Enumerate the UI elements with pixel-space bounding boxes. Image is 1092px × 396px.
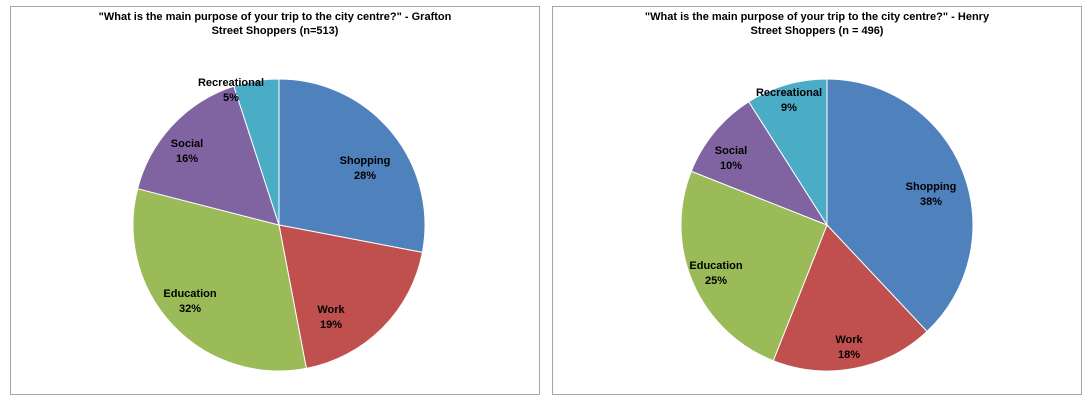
- chart-title: "What is the main purpose of your trip t…: [553, 10, 1081, 38]
- data-label-education: Education 32%: [163, 288, 216, 315]
- chart-title-line-1: "What is the main purpose of your trip t…: [98, 11, 452, 23]
- pie-slice-work: [772, 224, 928, 372]
- pie-slice-recreational: [233, 78, 280, 226]
- pie-slice-social: [690, 101, 829, 227]
- henry-street-pie-chart: "What is the main purpose of your trip t…: [552, 6, 1082, 395]
- chart-title-line-2: Street Shoppers (n=513): [211, 25, 339, 37]
- pie-slice-social: [136, 85, 280, 226]
- pie-slice-recreational: [748, 78, 828, 227]
- data-label-shopping: Shopping 38%: [906, 181, 957, 208]
- pie-plot-area: Shopping 38% Work 18% Education 25% Social 10% R…: [680, 78, 974, 372]
- data-label-recreational: Recreational 9%: [756, 87, 822, 114]
- grafton-street-pie-chart: "What is the main purpose of your trip t…: [10, 6, 540, 395]
- pie-slice-education: [132, 188, 307, 372]
- data-label-social: Social 16%: [171, 138, 203, 165]
- data-label-work: Work 19%: [317, 304, 345, 331]
- pie-slice-shopping: [278, 78, 426, 253]
- data-label-recreational: Recreational 5%: [198, 77, 264, 104]
- chart-title-line-1: "What is the main purpose of your trip t…: [644, 11, 990, 23]
- chart-title: "What is the main purpose of your trip t…: [11, 10, 539, 38]
- pie-slice-work: [278, 224, 423, 369]
- pie-slice-education: [680, 170, 828, 362]
- data-label-work: Work 18%: [835, 334, 863, 361]
- pie-slice-shopping: [826, 78, 974, 333]
- chart-title-line-2: Street Shoppers (n = 496): [750, 25, 884, 37]
- data-label-shopping: Shopping 28%: [340, 155, 391, 182]
- data-label-education: Education 25%: [689, 260, 742, 287]
- pie-plot-area: Shopping 28% Work 19% Education 32% Social 16% R…: [132, 77, 426, 372]
- data-label-social: Social 10%: [715, 145, 747, 172]
